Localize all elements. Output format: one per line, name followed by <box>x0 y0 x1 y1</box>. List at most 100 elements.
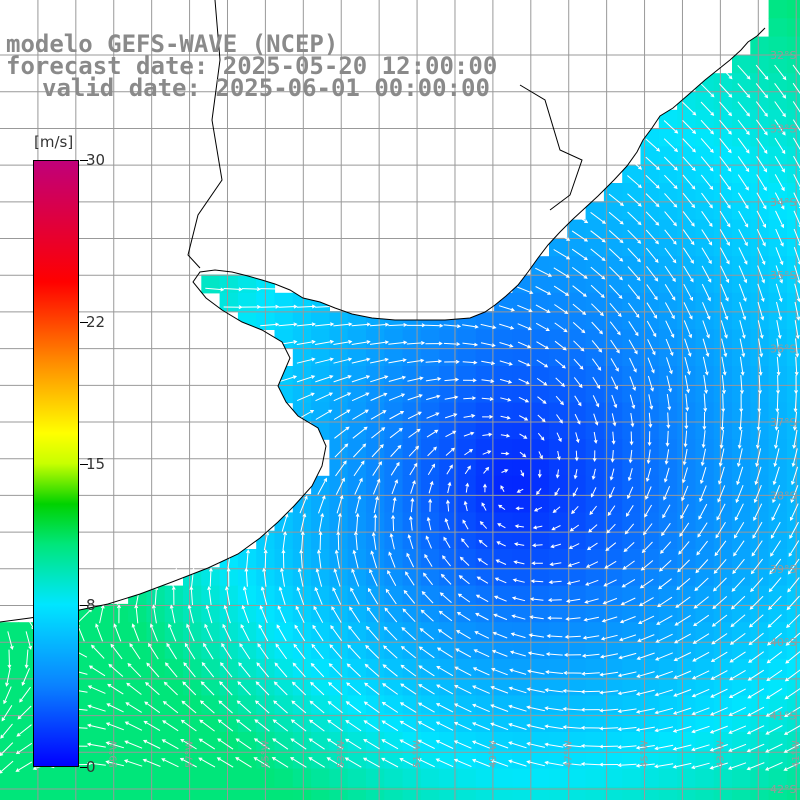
wind-cell <box>91 658 111 678</box>
wind-arrow <box>548 580 562 585</box>
wind-cell <box>402 457 422 477</box>
wind-arrow <box>637 615 655 624</box>
wind-cell <box>713 567 733 587</box>
wind-cell <box>494 439 513 459</box>
wind-arrow <box>681 467 688 484</box>
wind-arrow <box>244 567 249 587</box>
wind-cell <box>786 201 800 221</box>
wind-cell <box>622 786 642 800</box>
wind-arrow <box>544 760 564 766</box>
wind-arrow <box>718 83 733 98</box>
wind-arrow <box>180 738 197 750</box>
wind-arrow <box>371 531 377 550</box>
wind-arrow <box>290 757 307 768</box>
wind-cell <box>695 530 715 550</box>
wind-cell <box>0 622 19 642</box>
wind-cell <box>512 329 532 349</box>
wind-arrow <box>700 83 715 98</box>
wind-cell <box>786 457 800 477</box>
wind-cell <box>640 567 660 587</box>
wind-cell <box>366 658 385 678</box>
wind-cell <box>311 347 330 367</box>
wind-cell <box>494 732 513 751</box>
wind-arrow <box>445 499 450 512</box>
wind-arrow <box>627 284 641 300</box>
wind-arrow <box>663 486 671 501</box>
wind-cell <box>366 329 385 349</box>
wind-cell <box>512 658 532 678</box>
wind-cell <box>713 457 733 477</box>
wind-arrow <box>664 229 677 245</box>
wind-cell <box>732 457 751 477</box>
wind-cell <box>677 384 696 404</box>
wind-cell <box>18 658 38 678</box>
wind-cell <box>420 640 440 660</box>
wind-arrow <box>537 414 546 423</box>
wind-arrow <box>406 552 415 568</box>
wind-cell <box>640 768 660 788</box>
wind-cell <box>530 530 550 550</box>
wind-cell <box>530 677 550 696</box>
wind-cell <box>585 585 605 605</box>
wind-arrow <box>447 481 452 494</box>
wind-cell <box>658 549 678 568</box>
wind-arrow <box>199 719 215 732</box>
wind-arrow <box>471 722 490 731</box>
wind-arrow <box>544 706 564 711</box>
wind-cell <box>658 750 678 770</box>
wind-arrow <box>599 726 619 731</box>
latitude-label: 38°S <box>770 489 796 502</box>
wind-cell <box>420 658 440 678</box>
wind-arrow <box>774 101 786 118</box>
latitude-label: 42°S <box>770 783 796 796</box>
wind-arrow <box>297 567 304 587</box>
wind-cell <box>439 402 459 422</box>
wind-cell <box>549 585 568 605</box>
wind-arrow <box>328 663 343 678</box>
wind-arrow <box>455 648 472 658</box>
wind-arrow <box>789 521 799 540</box>
wind-arrow <box>572 303 587 316</box>
wind-arrow <box>315 357 334 364</box>
wind-arrow <box>701 247 712 265</box>
wind-arrow <box>382 664 398 677</box>
wind-arrow <box>678 541 690 555</box>
wind-cell <box>768 109 788 129</box>
wind-arrow <box>271 757 289 768</box>
wind-arrow <box>610 339 620 354</box>
wind-cell <box>457 549 477 568</box>
wind-arrow <box>480 342 496 348</box>
wind-arrow <box>401 627 416 641</box>
wind-cell <box>475 512 495 532</box>
wind-arrow <box>318 495 326 514</box>
wind-arrow <box>297 392 315 402</box>
wind-cell <box>768 494 788 513</box>
wind-cell <box>475 640 495 660</box>
wind-arrow <box>514 524 524 529</box>
wind-cell <box>109 640 129 660</box>
wind-cell <box>292 732 312 751</box>
wind-cell <box>329 677 349 696</box>
wind-arrow <box>281 549 286 569</box>
wind-arrow <box>381 720 399 732</box>
wind-cell <box>292 549 312 568</box>
wind-arrow <box>793 393 798 413</box>
wind-cell <box>384 530 404 550</box>
wind-arrow <box>464 449 474 456</box>
wind-arrow <box>16 724 32 737</box>
wind-arrow <box>646 302 658 319</box>
wind-arrow <box>571 248 588 261</box>
wind-arrow <box>326 757 344 768</box>
wind-arrow <box>499 342 514 348</box>
wind-cell <box>603 237 623 257</box>
wind-arrow <box>555 395 564 406</box>
wind-arrow <box>691 744 710 752</box>
wind-arrow <box>425 377 442 382</box>
wind-arrow <box>262 567 267 587</box>
wind-arrow <box>490 740 509 749</box>
wind-arrow <box>591 358 602 371</box>
wind-cell <box>786 219 800 239</box>
wind-arrow <box>608 193 625 207</box>
wind-cell <box>658 603 678 623</box>
wind-cell <box>494 420 513 440</box>
